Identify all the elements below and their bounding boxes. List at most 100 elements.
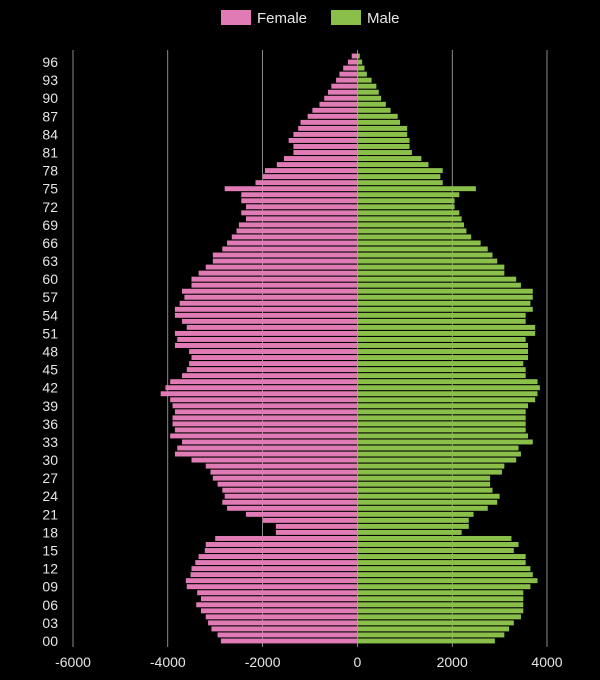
female-bar-age-47[interactable] (191, 355, 358, 361)
female-bar-age-69[interactable] (238, 222, 358, 228)
male-bar-age-82[interactable] (357, 144, 410, 149)
male-bar-age-38[interactable] (357, 409, 526, 415)
female-bar-age-55[interactable] (174, 306, 358, 312)
female-bar-age-83[interactable] (288, 137, 358, 143)
female-bar-age-17[interactable] (215, 535, 358, 541)
female-bar-age-35[interactable] (174, 427, 358, 433)
male-bar-age-66[interactable] (357, 240, 481, 246)
male-bar-age-84[interactable] (357, 131, 408, 137)
male-bar-age-64[interactable] (357, 252, 493, 258)
female-bar-age-31[interactable] (174, 451, 358, 457)
female-bar-age-76[interactable] (255, 180, 358, 186)
female-bar-age-12[interactable] (191, 566, 358, 572)
male-bar-age-45[interactable] (357, 367, 526, 373)
male-bar-age-85[interactable] (357, 125, 408, 131)
female-bar-age-8[interactable] (197, 590, 358, 596)
male-bar-age-35[interactable] (357, 427, 526, 433)
female-bar-age-30[interactable] (191, 457, 358, 463)
male-bar-age-12[interactable] (357, 566, 531, 572)
female-bar-age-34[interactable] (170, 433, 358, 439)
female-bar-age-61[interactable] (198, 270, 358, 276)
female-bar-age-59[interactable] (191, 282, 358, 288)
male-bar-age-92[interactable] (357, 83, 377, 89)
female-bar-age-10[interactable] (185, 578, 358, 584)
male-bar-age-32[interactable] (357, 445, 519, 451)
female-bar-age-52[interactable] (186, 324, 358, 330)
male-bar-age-86[interactable] (357, 119, 401, 125)
male-bar-age-67[interactable] (357, 234, 472, 240)
male-bar-age-39[interactable] (357, 403, 529, 409)
female-bar-age-38[interactable] (174, 409, 358, 415)
female-bar-age-3[interactable] (208, 620, 358, 626)
female-bar-age-73[interactable] (241, 198, 358, 204)
male-bar-age-14[interactable] (357, 554, 526, 560)
male-bar-age-13[interactable] (357, 560, 526, 566)
female-bar-age-40[interactable] (170, 397, 358, 403)
male-bar-age-50[interactable] (357, 336, 526, 342)
female-bar-age-63[interactable] (212, 258, 358, 264)
male-bar-age-9[interactable] (357, 584, 531, 590)
female-bar-age-70[interactable] (246, 216, 358, 222)
male-bar-age-19[interactable] (357, 523, 469, 529)
female-bar-age-53[interactable] (182, 318, 358, 324)
female-bar-age-9[interactable] (186, 584, 358, 590)
female-bar-age-16[interactable] (205, 542, 358, 547)
male-bar-age-83[interactable] (357, 137, 410, 143)
female-bar-age-42[interactable] (165, 385, 358, 391)
male-bar-age-75[interactable] (357, 186, 476, 192)
female-bar-age-43[interactable] (170, 379, 358, 385)
male-bar-age-49[interactable] (357, 343, 529, 348)
male-bar-age-95[interactable] (357, 65, 365, 71)
male-bar-age-63[interactable] (357, 258, 498, 264)
female-bar-age-87[interactable] (307, 113, 358, 119)
male-bar-age-4[interactable] (357, 614, 521, 620)
female-bar-age-50[interactable] (177, 336, 358, 342)
male-bar-age-11[interactable] (357, 572, 533, 578)
female-bar-age-6[interactable] (196, 602, 358, 608)
female-bar-age-58[interactable] (182, 288, 358, 294)
male-bar-age-97[interactable] (357, 53, 360, 59)
male-bar-age-54[interactable] (357, 312, 526, 318)
female-bar-age-4[interactable] (205, 614, 358, 620)
female-bar-age-62[interactable] (205, 264, 358, 270)
male-bar-age-28[interactable] (357, 469, 502, 475)
male-bar-age-52[interactable] (357, 324, 536, 330)
female-bar-age-36[interactable] (172, 421, 358, 427)
male-bar-age-90[interactable] (357, 95, 382, 101)
female-bar-age-67[interactable] (231, 234, 358, 240)
female-bar-age-18[interactable] (275, 529, 358, 535)
male-bar-age-60[interactable] (357, 276, 517, 282)
female-bar-age-19[interactable] (275, 523, 358, 529)
male-bar-age-5[interactable] (357, 608, 524, 614)
female-bar-age-33[interactable] (182, 439, 358, 445)
female-bar-age-14[interactable] (198, 554, 358, 560)
female-bar-age-56[interactable] (179, 300, 358, 306)
male-bar-age-30[interactable] (357, 457, 517, 463)
male-bar-age-8[interactable] (357, 590, 524, 596)
legend-item-female[interactable]: Female (221, 10, 307, 27)
male-bar-age-6[interactable] (357, 602, 524, 608)
female-bar-age-5[interactable] (200, 608, 358, 614)
female-bar-age-39[interactable] (172, 403, 358, 409)
female-bar-age-51[interactable] (174, 330, 358, 336)
female-bar-age-7[interactable] (200, 596, 358, 602)
female-bar-age-15[interactable] (204, 548, 358, 553)
female-bar-age-60[interactable] (191, 276, 358, 282)
male-bar-age-89[interactable] (357, 101, 386, 107)
female-bar-age-81[interactable] (293, 150, 358, 155)
female-bar-age-37[interactable] (172, 415, 358, 421)
male-bar-age-0[interactable] (357, 638, 495, 644)
male-bar-age-80[interactable] (357, 156, 422, 162)
male-bar-age-76[interactable] (357, 180, 443, 186)
female-bar-age-75[interactable] (224, 186, 358, 192)
male-bar-age-17[interactable] (357, 535, 512, 541)
male-bar-age-72[interactable] (357, 204, 455, 210)
female-bar-age-21[interactable] (246, 511, 358, 517)
male-bar-age-41[interactable] (357, 391, 538, 397)
male-bar-age-68[interactable] (357, 228, 467, 234)
female-bar-age-54[interactable] (174, 312, 358, 318)
male-bar-age-2[interactable] (357, 626, 510, 632)
male-bar-age-34[interactable] (357, 433, 529, 439)
male-bar-age-81[interactable] (357, 150, 412, 155)
male-bar-age-96[interactable] (357, 59, 363, 65)
